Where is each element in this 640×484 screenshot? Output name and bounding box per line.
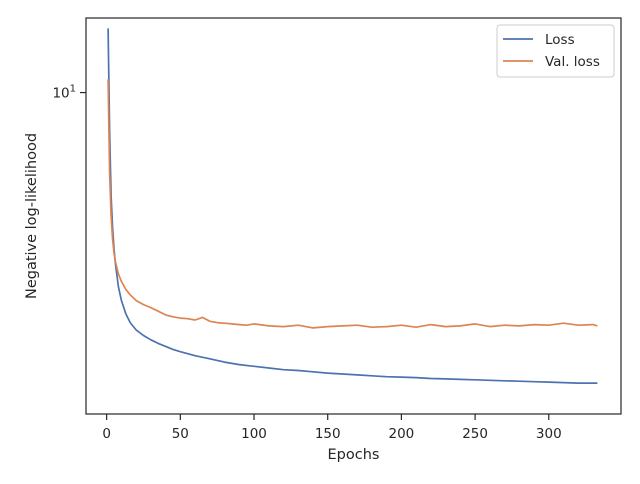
y-tick-label: 101 [52,84,76,102]
x-tick-label: 200 [389,426,415,442]
plot-lines [107,28,598,384]
series-line-val-loss [107,79,598,329]
series-line-loss [107,28,598,384]
plot-frame [85,17,622,415]
x-tick-label: 100 [241,426,267,442]
legend-box [496,24,615,78]
y-axis-label: Negative log-likelihood [24,133,40,299]
y-axis: 101 [52,84,86,102]
x-tick-label: 0 [102,426,111,442]
x-tick-label: 250 [462,426,488,442]
x-axis-label: Epochs [328,447,380,463]
x-tick-label: 300 [536,426,562,442]
x-tick-label: 50 [172,426,189,442]
x-tick-label: 150 [315,426,341,442]
x-axis: 0 50 100 150 200 250 300 [102,414,562,442]
legend-label-loss: Loss [545,32,575,48]
legend: Loss Val. loss [496,24,615,78]
legend-label-val-loss: Val. loss [545,54,600,70]
